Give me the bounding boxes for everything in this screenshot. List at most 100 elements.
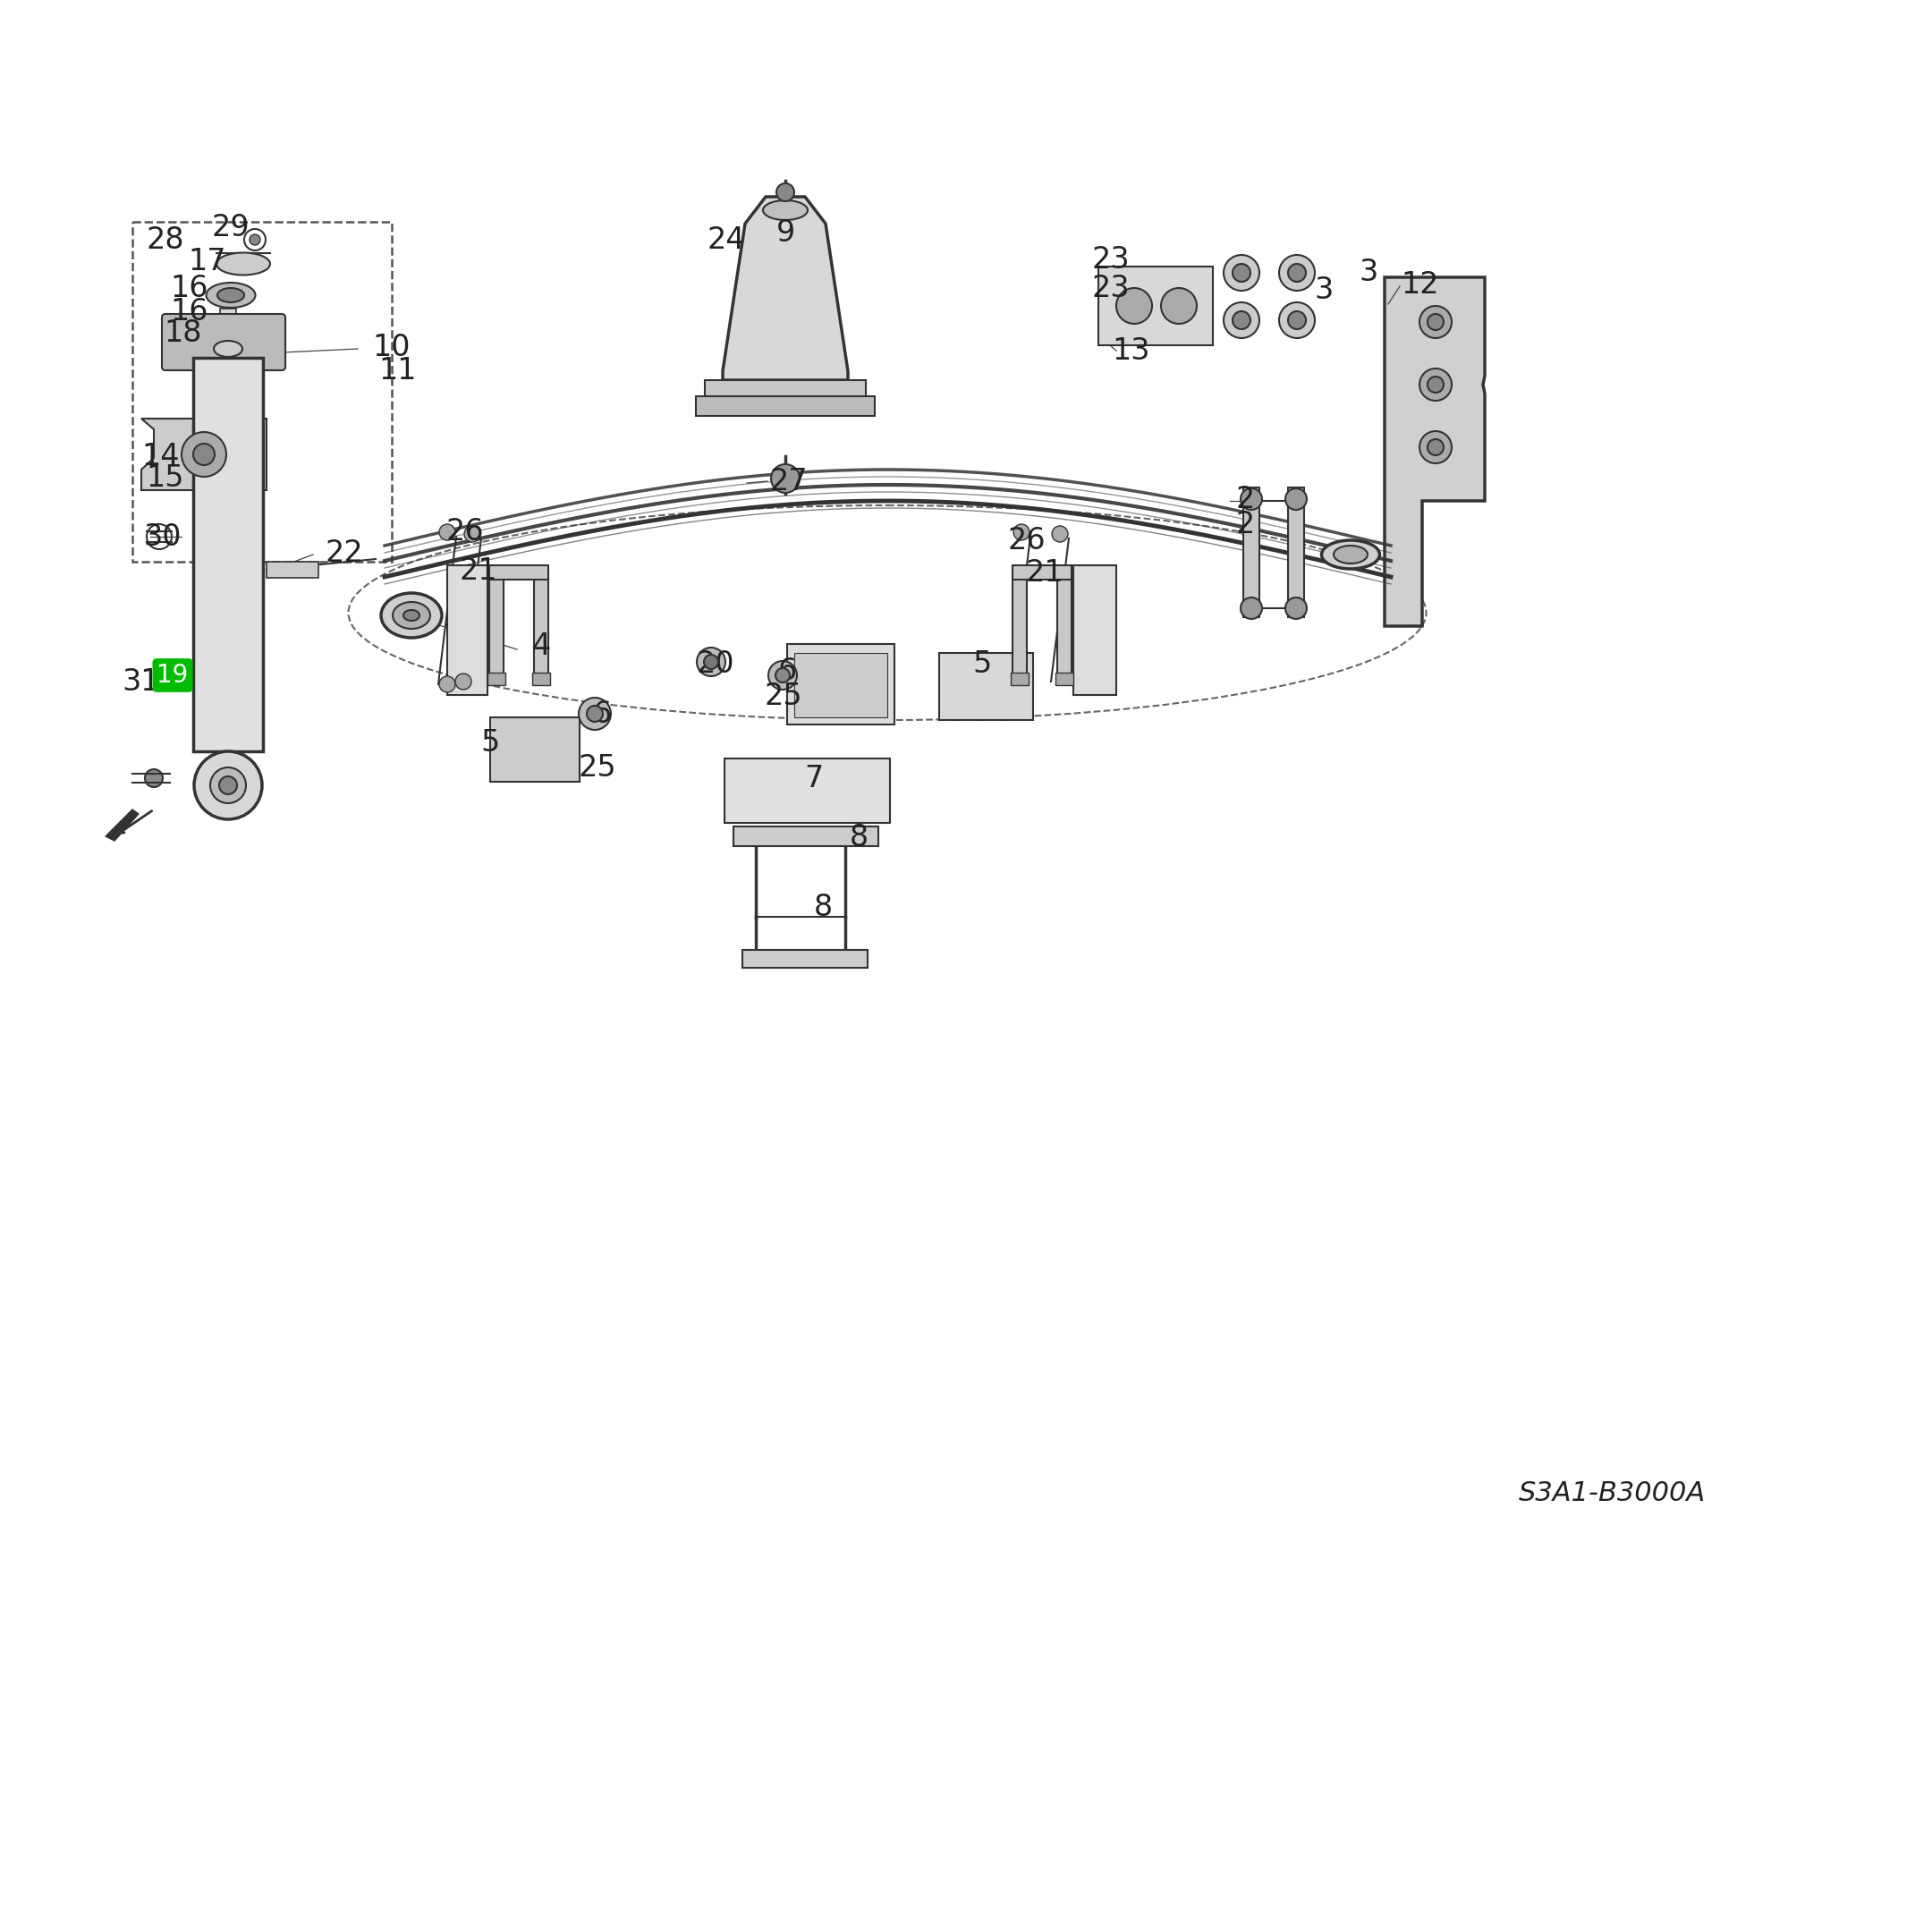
Text: 25: 25	[578, 753, 616, 782]
Circle shape	[249, 234, 261, 245]
Text: 31: 31	[122, 667, 160, 696]
Circle shape	[1428, 377, 1443, 392]
Circle shape	[775, 668, 790, 682]
Bar	[705, 381, 866, 398]
Bar	[220, 309, 236, 363]
Bar	[794, 653, 887, 717]
Circle shape	[1223, 301, 1260, 338]
Text: 22: 22	[325, 537, 363, 568]
Circle shape	[1285, 597, 1306, 618]
Circle shape	[1285, 489, 1306, 510]
Bar	[1099, 267, 1213, 346]
Circle shape	[211, 767, 245, 804]
Circle shape	[218, 777, 238, 794]
Text: 5: 5	[972, 649, 991, 678]
Ellipse shape	[1333, 545, 1368, 564]
Circle shape	[1420, 305, 1451, 338]
Circle shape	[1051, 526, 1068, 543]
Bar	[1012, 566, 1072, 580]
Text: 10: 10	[373, 332, 412, 361]
Circle shape	[1289, 265, 1306, 282]
Text: 30: 30	[143, 522, 182, 551]
Bar	[939, 653, 1034, 721]
Text: 21: 21	[460, 556, 498, 585]
Ellipse shape	[207, 282, 255, 307]
Text: 6: 6	[777, 657, 796, 686]
Bar	[491, 717, 580, 782]
Text: 16: 16	[170, 296, 209, 327]
Circle shape	[587, 705, 603, 723]
FancyBboxPatch shape	[162, 313, 286, 371]
Circle shape	[1420, 431, 1451, 464]
Bar	[696, 396, 875, 415]
Bar	[531, 672, 551, 686]
Bar	[489, 566, 549, 580]
Text: 24: 24	[707, 224, 746, 255]
Bar	[193, 357, 263, 752]
Text: 8: 8	[850, 823, 867, 852]
Bar	[487, 672, 506, 686]
Circle shape	[439, 676, 456, 692]
Circle shape	[193, 752, 263, 819]
Text: 6: 6	[593, 699, 611, 728]
Ellipse shape	[381, 593, 442, 638]
Bar	[533, 572, 549, 676]
Bar	[1074, 566, 1117, 696]
Bar	[446, 566, 487, 696]
Text: 23: 23	[1092, 245, 1130, 274]
Circle shape	[193, 444, 214, 466]
Text: 14: 14	[141, 440, 180, 471]
Text: 18: 18	[164, 319, 203, 348]
Text: 13: 13	[1113, 336, 1150, 365]
Text: 17: 17	[189, 247, 226, 276]
Ellipse shape	[404, 611, 419, 620]
Circle shape	[1233, 265, 1250, 282]
Text: 28: 28	[147, 224, 184, 255]
Ellipse shape	[214, 340, 242, 357]
Text: 27: 27	[769, 466, 808, 497]
Text: 5: 5	[481, 728, 500, 757]
Ellipse shape	[763, 201, 808, 220]
Text: 25: 25	[765, 682, 802, 711]
Text: 2: 2	[1235, 485, 1254, 514]
Circle shape	[1117, 288, 1151, 325]
Ellipse shape	[1321, 541, 1379, 568]
Circle shape	[1223, 255, 1260, 290]
Bar	[742, 951, 867, 968]
Bar	[724, 759, 891, 823]
Text: 12: 12	[1401, 270, 1439, 299]
Text: S3A1-B3000A: S3A1-B3000A	[1519, 1480, 1706, 1507]
Text: 3: 3	[1314, 276, 1333, 305]
Circle shape	[1014, 524, 1030, 541]
Text: 3: 3	[1358, 259, 1378, 288]
Circle shape	[1289, 311, 1306, 328]
Bar	[489, 572, 504, 676]
Circle shape	[1420, 369, 1451, 400]
Text: 9: 9	[777, 218, 794, 247]
Ellipse shape	[216, 288, 243, 301]
Circle shape	[464, 526, 481, 543]
Text: 15: 15	[147, 464, 184, 493]
Bar	[734, 827, 879, 846]
Circle shape	[1428, 313, 1443, 330]
Circle shape	[1279, 255, 1316, 290]
Text: 8: 8	[813, 893, 833, 923]
Text: 26: 26	[1009, 526, 1045, 556]
Bar	[1055, 672, 1074, 686]
Circle shape	[456, 674, 471, 690]
Circle shape	[703, 655, 719, 668]
Circle shape	[1161, 288, 1196, 325]
Text: 11: 11	[379, 355, 417, 386]
Circle shape	[182, 433, 226, 477]
Circle shape	[580, 697, 611, 730]
Circle shape	[439, 524, 456, 541]
Circle shape	[1428, 439, 1443, 456]
Text: 20: 20	[697, 649, 734, 678]
Circle shape	[1279, 301, 1316, 338]
Polygon shape	[106, 810, 139, 840]
Circle shape	[777, 184, 794, 201]
Text: 23: 23	[1092, 272, 1130, 303]
Circle shape	[1240, 489, 1262, 510]
Bar	[1244, 487, 1260, 616]
Polygon shape	[723, 197, 848, 381]
